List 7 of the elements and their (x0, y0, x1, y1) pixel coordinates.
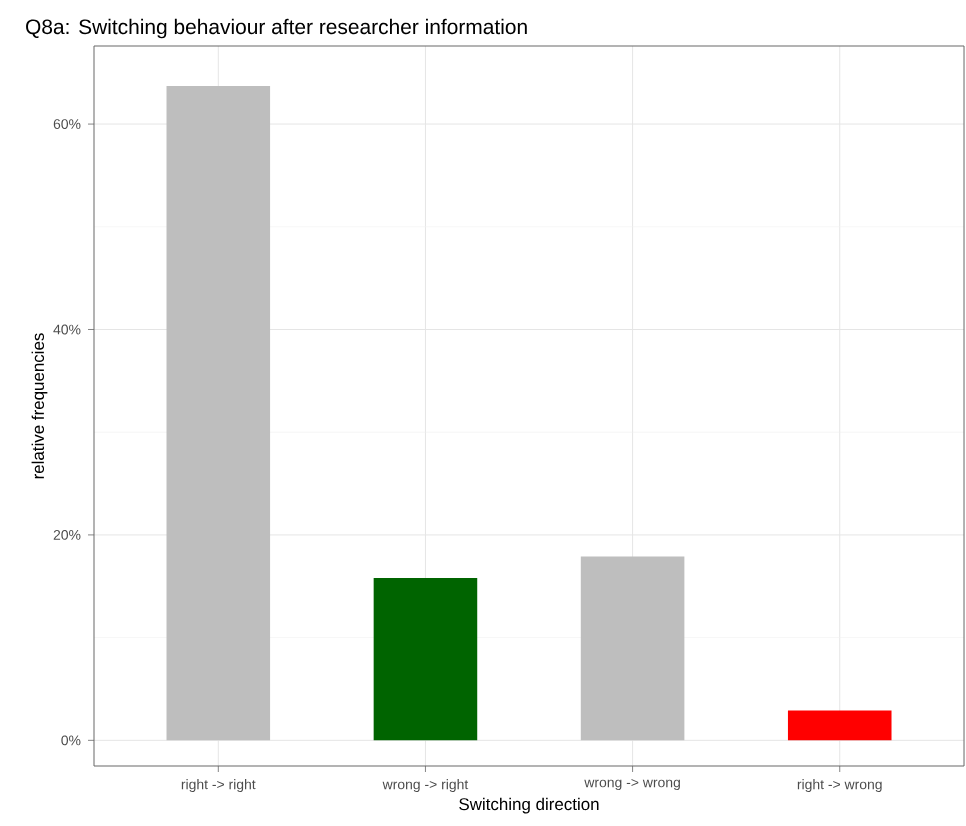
bar (787, 710, 892, 741)
x-axis-title: Switching direction (459, 797, 599, 814)
bar (166, 86, 271, 741)
chart-title: Q8a: Switching behaviour after researcher information (26, 18, 527, 39)
y-axis-title: relative frequencies (31, 333, 48, 479)
bar (580, 556, 685, 741)
bar (373, 578, 478, 741)
